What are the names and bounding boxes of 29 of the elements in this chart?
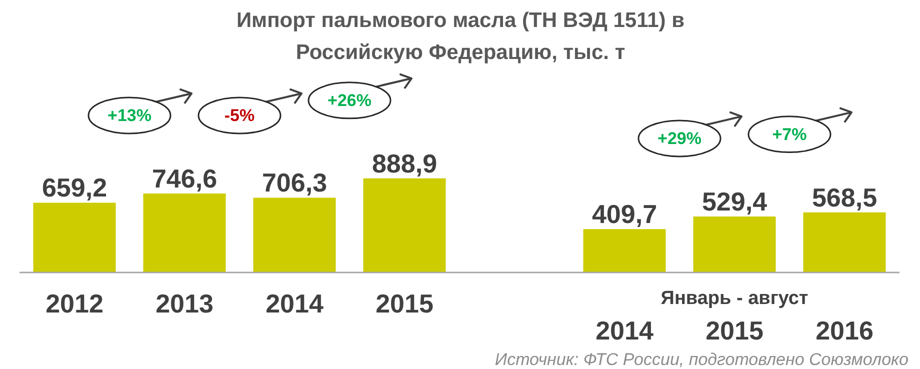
data-label: 529,4 <box>702 186 768 216</box>
bar <box>583 229 666 272</box>
text: -5% <box>224 106 255 125</box>
x-tick-label: 2014 <box>266 288 324 318</box>
x-tick-label: 2014 <box>596 316 654 346</box>
chart-title: Импорт пальмового масла (ТН ВЭД 1511) в Российскую Федерацию, тыс. т <box>236 9 685 64</box>
text: +7% <box>772 124 807 144</box>
bar <box>143 193 226 272</box>
data-label: 659,2 <box>42 172 108 203</box>
bar <box>33 202 116 272</box>
text: Январь - август <box>660 288 808 309</box>
data-label: 706,3 <box>262 168 328 198</box>
text: +29% <box>658 128 702 148</box>
x-tick-label: 2013 <box>156 288 214 318</box>
text: +13% <box>108 106 152 125</box>
data-label: 888,9 <box>372 148 438 178</box>
data-label: 746,6 <box>152 163 218 194</box>
data-label: 568,5 <box>812 182 878 212</box>
bar <box>693 216 776 272</box>
x-tick-label: 2012 <box>46 288 104 318</box>
data-label: 409,7 <box>592 199 658 230</box>
bar <box>253 198 336 272</box>
bar <box>363 178 446 272</box>
text: Источник: ФТС России, подготовлено Союзмолоко <box>494 350 908 369</box>
x-tick-label: 2016 <box>816 316 874 346</box>
x-tick-label: 2015 <box>376 288 434 318</box>
bar <box>803 212 886 272</box>
text: +26% <box>328 90 372 110</box>
x-tick-label: 2015 <box>706 316 764 346</box>
